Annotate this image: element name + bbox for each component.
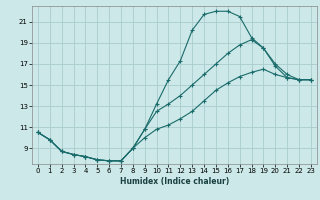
X-axis label: Humidex (Indice chaleur): Humidex (Indice chaleur) xyxy=(120,177,229,186)
